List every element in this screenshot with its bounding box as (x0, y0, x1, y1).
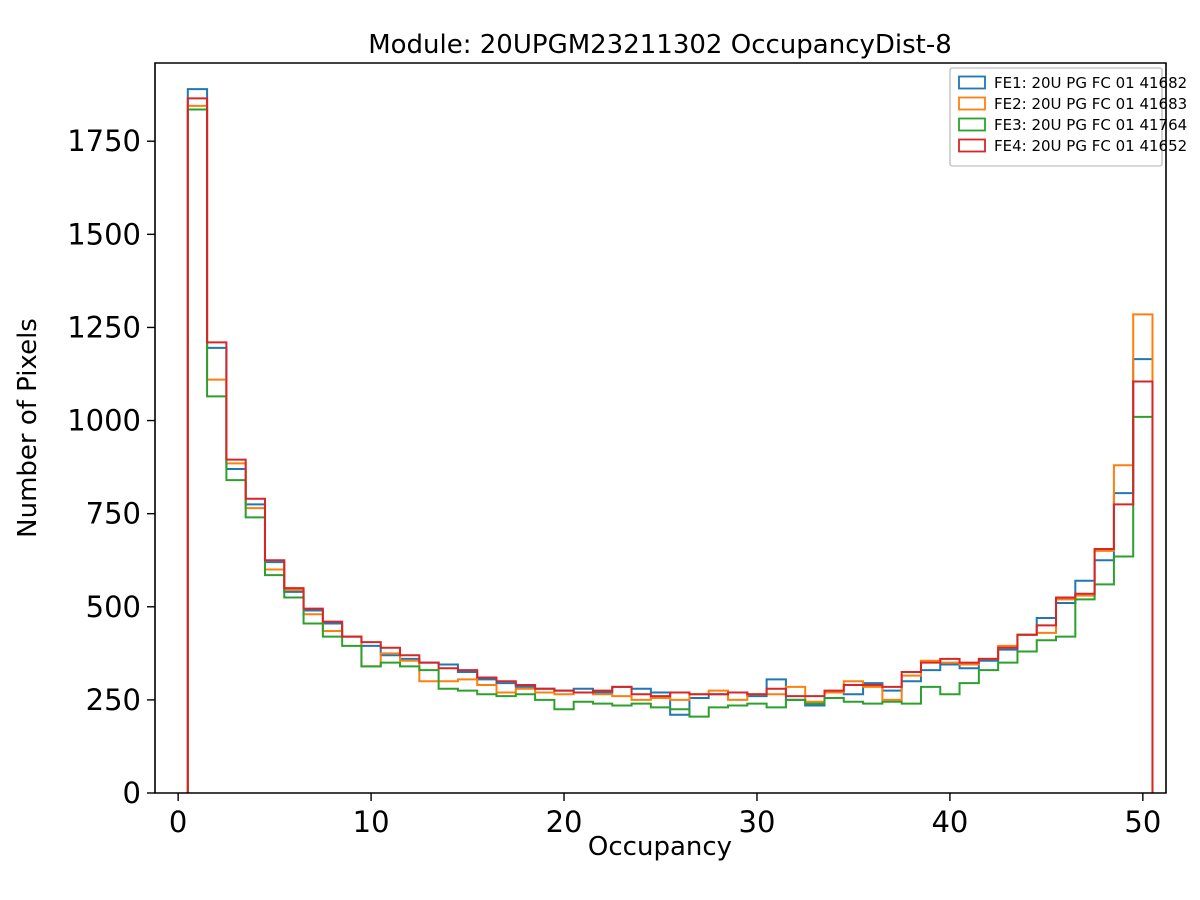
axes-frame (154, 62, 1167, 794)
y-tick-label: 500 (86, 590, 141, 624)
y-tick-label: 250 (86, 683, 141, 717)
legend-swatch-4 (958, 138, 986, 153)
y-axis-label: Number of Pixels (13, 318, 43, 538)
legend-swatch-3 (958, 117, 986, 132)
y-tick-label: 0 (123, 776, 141, 810)
legend-swatch-2 (958, 96, 986, 111)
y-tick-label: 1750 (67, 124, 141, 158)
series-line-3 (186, 108, 1154, 793)
y-tick-label: 1250 (67, 310, 141, 344)
axes-spines (154, 62, 1167, 794)
x-tick-label: 50 (1124, 805, 1161, 839)
legend-label-3: FE3: 20U PG FC 01 41764 (994, 116, 1187, 134)
chart-legend[interactable]: FE1: 20U PG FC 01 41682 FE2: 20U PG FC 01… (949, 67, 1187, 167)
x-tick-label: 0 (169, 805, 187, 839)
x-tick-label: 30 (739, 805, 776, 839)
y-tick-label: 1500 (67, 217, 141, 251)
x-tick-label: 10 (353, 805, 390, 839)
x-axis-label: Occupancy (588, 832, 732, 862)
x-tick-label: 20 (546, 805, 583, 839)
x-tick-label: 40 (931, 805, 968, 839)
legend-background (949, 67, 1163, 167)
series-line-2 (186, 104, 1154, 793)
chart-title: Module: 20UPGM23211302 OccupancyDist-8 (368, 30, 952, 60)
series-line-4 (186, 97, 1154, 793)
y-tick-label: 1000 (67, 404, 141, 438)
legend-label-4: FE4: 20U PG FC 01 41652 (994, 137, 1187, 155)
legend-swatch-1 (958, 75, 986, 90)
series-line-1 (186, 88, 1154, 793)
series-group (186, 88, 1154, 793)
legend-label-2: FE2: 20U PG FC 01 41683 (994, 95, 1187, 113)
y-tick-label: 750 (86, 497, 141, 531)
legend-label-1: FE1: 20U PG FC 01 41682 (994, 74, 1187, 92)
